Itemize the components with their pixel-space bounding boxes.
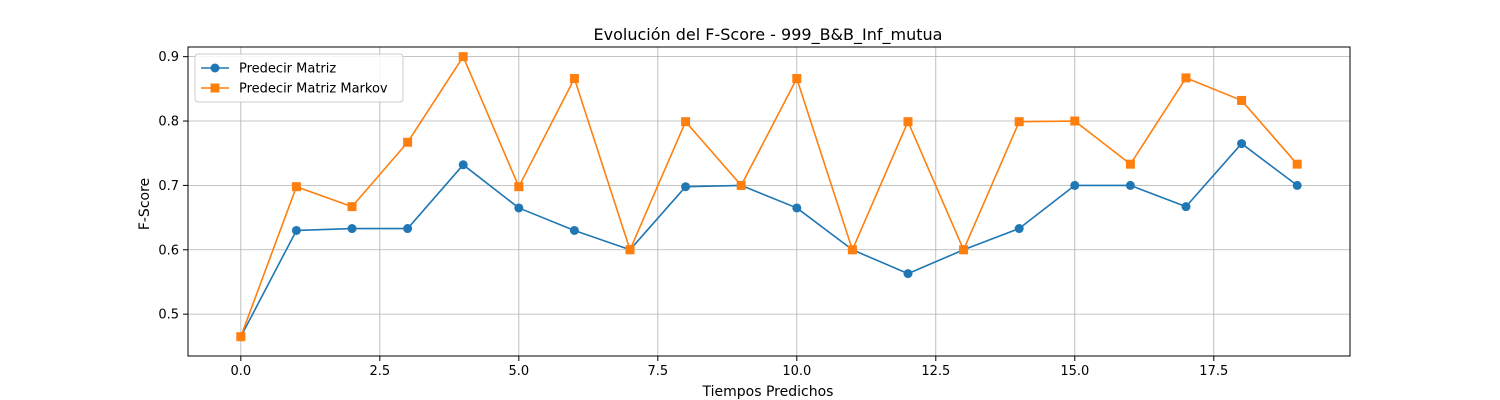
data-point-square xyxy=(847,245,857,255)
series-2 xyxy=(236,52,1302,342)
data-point-square xyxy=(792,74,802,84)
data-point-square xyxy=(569,74,579,84)
data-point-square xyxy=(458,52,468,62)
data-point-circle xyxy=(1125,180,1135,190)
data-point-square xyxy=(681,117,691,127)
series-line xyxy=(240,142,1298,338)
x-axis-label: Tiempos Predichos xyxy=(702,384,834,400)
data-point-circle xyxy=(1181,202,1191,212)
data-point-circle xyxy=(1292,180,1302,190)
legend-circle-marker xyxy=(210,63,220,73)
legend-square-marker xyxy=(210,83,220,93)
data-point-circle xyxy=(681,182,691,192)
data-point-square xyxy=(959,245,969,255)
data-point-circle xyxy=(458,160,468,170)
data-point-circle xyxy=(514,203,524,213)
series-layer xyxy=(236,52,1302,342)
data-point-square xyxy=(625,245,635,255)
y-tick-label: 0.5 xyxy=(158,308,179,323)
data-point-circle xyxy=(291,225,301,235)
data-point-circle xyxy=(569,225,579,235)
data-point-circle xyxy=(903,269,913,279)
legend-label: Predecir Matriz Markov xyxy=(239,82,388,97)
data-point-square xyxy=(1292,159,1302,169)
data-point-square xyxy=(1014,117,1024,127)
data-point-square xyxy=(514,182,524,192)
y-axis-label: F-Score xyxy=(137,178,153,230)
data-point-square xyxy=(1125,159,1135,169)
x-tick-label: 12.5 xyxy=(921,364,950,379)
data-point-square xyxy=(291,182,301,192)
x-tick-label: 5.0 xyxy=(508,364,529,379)
x-tick-label: 0.0 xyxy=(230,364,251,379)
y-tick-label: 0.8 xyxy=(158,115,179,130)
legend-label: Predecir Matriz xyxy=(239,62,336,77)
data-point-square xyxy=(236,332,246,342)
data-point-circle xyxy=(347,224,357,234)
data-point-square xyxy=(1181,73,1191,83)
data-point-square xyxy=(347,202,357,212)
data-point-circle xyxy=(1014,224,1024,234)
legend-item: Predecir Matriz Markov xyxy=(201,82,388,97)
data-point-square xyxy=(1237,95,1247,105)
data-point-circle xyxy=(1237,139,1247,149)
legend: Predecir Matriz Predecir Matriz Markov xyxy=(194,53,404,103)
data-point-square xyxy=(903,117,913,127)
data-point-circle xyxy=(403,224,413,234)
series-line xyxy=(240,55,1298,337)
data-point-square xyxy=(403,137,413,147)
x-tick-label: 7.5 xyxy=(647,364,668,379)
y-tick-label: 0.6 xyxy=(158,243,179,258)
data-point-circle xyxy=(792,203,802,213)
x-tick-label: 17.5 xyxy=(1199,364,1228,379)
plot-frame xyxy=(187,46,1351,357)
legend-item: Predecir Matriz xyxy=(201,62,336,77)
x-tick-label: 10.0 xyxy=(782,364,811,379)
data-point-square xyxy=(736,180,746,190)
data-point-circle xyxy=(1070,180,1080,190)
y-tick-label: 0.7 xyxy=(158,179,179,194)
grid-lines xyxy=(188,47,1350,356)
x-tick-label: 2.5 xyxy=(369,364,390,379)
data-point-square xyxy=(1070,116,1080,126)
chart-title: Evolución del F-Score - 999_B&B_Inf_mutu… xyxy=(594,25,943,45)
x-tick-label: 15.0 xyxy=(1060,364,1089,379)
y-tick-label: 0.9 xyxy=(158,50,179,65)
legend-box xyxy=(194,53,404,103)
axis-ticks: 0.0 2.5 5.0 7.5 10.0 12.5 15.0 17.5 0.5 0.6 0.7 0.8… xyxy=(158,50,1228,379)
